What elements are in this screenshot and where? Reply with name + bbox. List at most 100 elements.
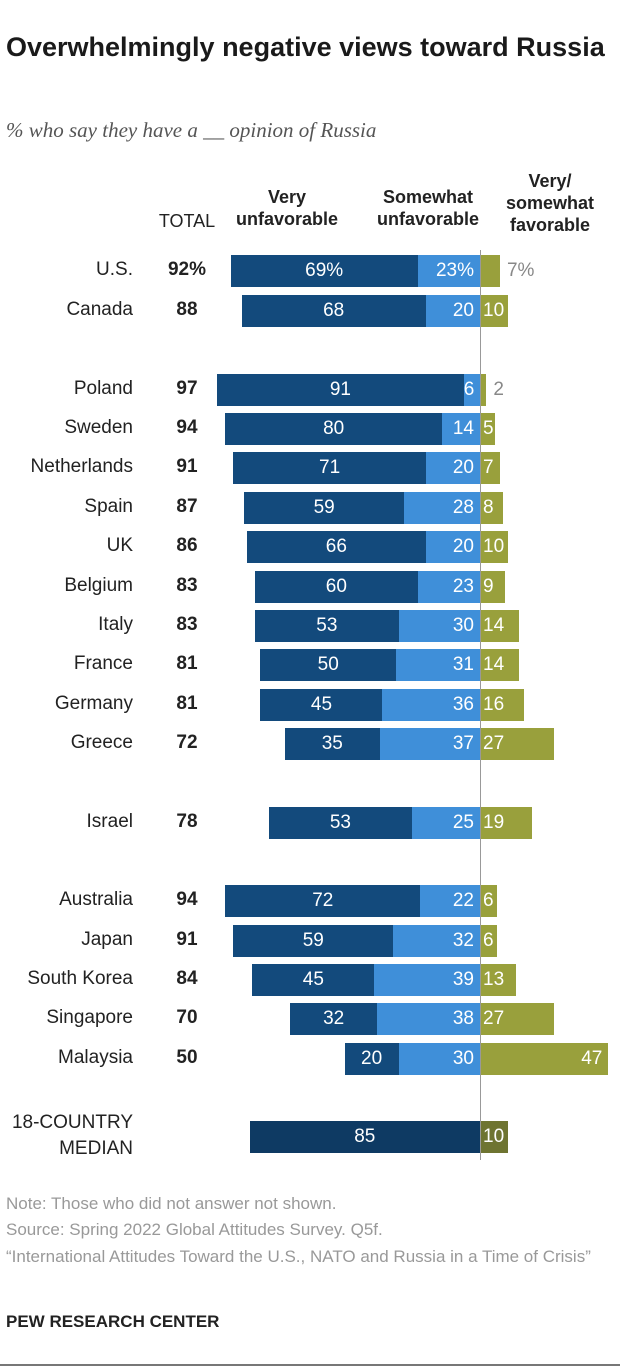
- brand-logo-text: PEW RESEARCH CENTER: [6, 1312, 220, 1331]
- bar-very-unfavorable: 35: [284, 728, 380, 760]
- bar-very-unfavorable: 20: [344, 1043, 399, 1075]
- bar-very-unfavorable: 91: [217, 374, 464, 406]
- country-label: Netherlands: [30, 456, 133, 477]
- country-label: Spain: [84, 496, 133, 517]
- bar-favorable: 9: [481, 571, 506, 603]
- favorable-label: 2: [493, 379, 504, 400]
- country-label: UK: [106, 535, 133, 556]
- country-label: Belgium: [64, 575, 133, 596]
- total-value: 92%: [167, 259, 207, 280]
- total-value: 83: [176, 614, 198, 635]
- total-value: 86: [176, 535, 198, 556]
- total-value: 83: [176, 575, 198, 596]
- header-favorable: Very/ somewhat favorable: [490, 170, 610, 236]
- total-value: 81: [176, 653, 198, 674]
- bar-very-unfavorable: 80: [225, 413, 443, 445]
- bar-favorable: 14: [481, 610, 519, 642]
- header-line: Somewhat: [382, 187, 474, 207]
- header-line: unfavorable: [235, 209, 339, 229]
- bar-favorable: 16: [481, 689, 525, 721]
- total-value: 72: [176, 732, 198, 753]
- header-somewhat-unfavorable: Somewhat unfavorable: [362, 186, 494, 230]
- bar-somewhat-unfavorable: 28: [404, 492, 480, 524]
- header-line: unfavorable: [376, 209, 480, 229]
- zero-baseline: [480, 250, 481, 1160]
- country-label: U.S.: [96, 259, 133, 280]
- bar-favorable: 27: [481, 728, 555, 760]
- bar-very-unfavorable: 66: [246, 531, 426, 563]
- bar-favorable: 7: [481, 452, 500, 484]
- bar-favorable: 19: [481, 807, 533, 839]
- bar-somewhat-unfavorable: 25: [412, 807, 480, 839]
- header-line: Very: [267, 187, 307, 207]
- header-line: somewhat: [505, 193, 595, 213]
- total-value: 84: [176, 968, 198, 989]
- bar-favorable: 10: [481, 295, 509, 327]
- median-label-line: MEDIAN: [59, 1138, 133, 1159]
- bar-very-unfavorable: 72: [225, 885, 421, 917]
- total-value: 78: [176, 811, 198, 832]
- favorable-label: 7%: [506, 260, 535, 281]
- bar-very-unfavorable: 71: [233, 452, 426, 484]
- bar-somewhat-unfavorable: 20: [425, 531, 480, 563]
- bar-very-unfavorable: 45: [260, 689, 383, 721]
- bar-very-unfavorable: 60: [255, 571, 418, 603]
- bar-somewhat-unfavorable: 23%: [417, 255, 480, 287]
- bar-very-unfavorable: 53: [255, 610, 399, 642]
- country-label: Japan: [81, 929, 133, 950]
- bar-favorable: 27: [481, 1003, 555, 1035]
- bar-favorable: 8: [481, 492, 503, 524]
- footer-source: Source: Spring 2022 Global Attitudes Sur…: [6, 1220, 383, 1239]
- country-label: Australia: [59, 889, 133, 910]
- bar-favorable: 14: [481, 649, 519, 681]
- bar-very-unfavorable: 68: [241, 295, 426, 327]
- header-total: TOTAL: [158, 211, 216, 231]
- footer-report: “International Attitudes Toward the U.S.…: [6, 1247, 591, 1266]
- bar-somewhat-unfavorable: 20: [425, 452, 480, 484]
- bar-somewhat-unfavorable: 38: [377, 1003, 480, 1035]
- bar-somewhat-unfavorable: 22: [420, 885, 480, 917]
- chart-title: Overwhelmingly negative views toward Rus…: [6, 32, 605, 62]
- header-very-unfavorable: Very unfavorable: [222, 186, 352, 230]
- total-value: 70: [176, 1007, 198, 1028]
- country-label: Malaysia: [58, 1047, 133, 1068]
- bar-somewhat-unfavorable: 31: [395, 649, 480, 681]
- country-label: France: [73, 653, 133, 674]
- chart-subtitle: % who say they have a __ opinion of Russ…: [6, 118, 377, 142]
- bar-somewhat-unfavorable: 36: [382, 689, 480, 721]
- bar-somewhat-unfavorable: 23: [417, 571, 480, 603]
- bar-favorable: 47: [481, 1043, 609, 1075]
- bar-somewhat-unfavorable: 30: [398, 610, 480, 642]
- bar-median-favorable: 10: [481, 1121, 509, 1153]
- bottom-rule: [0, 1364, 620, 1366]
- country-label: Sweden: [64, 417, 133, 438]
- total-value: 88: [176, 299, 198, 320]
- total-value: 91: [176, 456, 198, 477]
- footer-note: Note: Those who did not answer not shown…: [6, 1194, 337, 1213]
- country-label: Poland: [73, 378, 133, 399]
- country-label: South Korea: [27, 968, 133, 989]
- bar-somewhat-unfavorable: 20: [425, 295, 480, 327]
- bar-very-unfavorable: 32: [290, 1003, 378, 1035]
- bar-very-unfavorable: 50: [260, 649, 396, 681]
- total-value: 81: [176, 693, 198, 714]
- total-value: 97: [176, 378, 198, 399]
- bar-median-unfavorable: 85: [249, 1121, 480, 1153]
- bar-favorable: 5: [481, 413, 495, 445]
- country-label: Canada: [66, 299, 133, 320]
- total-value: 91: [176, 929, 198, 950]
- bar-somewhat-unfavorable: 37: [379, 728, 480, 760]
- country-label: Israel: [86, 811, 133, 832]
- header-line: favorable: [509, 215, 591, 235]
- bar-somewhat-unfavorable: 39: [374, 964, 480, 996]
- bar-favorable: 10: [481, 531, 509, 563]
- bar-very-unfavorable: 59: [233, 925, 394, 957]
- header-line: Very/: [528, 171, 572, 191]
- bar-favorable: [481, 255, 500, 287]
- country-label: Greece: [70, 732, 133, 753]
- bar-very-unfavorable: 59: [244, 492, 405, 524]
- country-label: Germany: [54, 693, 133, 714]
- total-value: 94: [176, 417, 198, 438]
- bar-somewhat-unfavorable: 14: [442, 413, 480, 445]
